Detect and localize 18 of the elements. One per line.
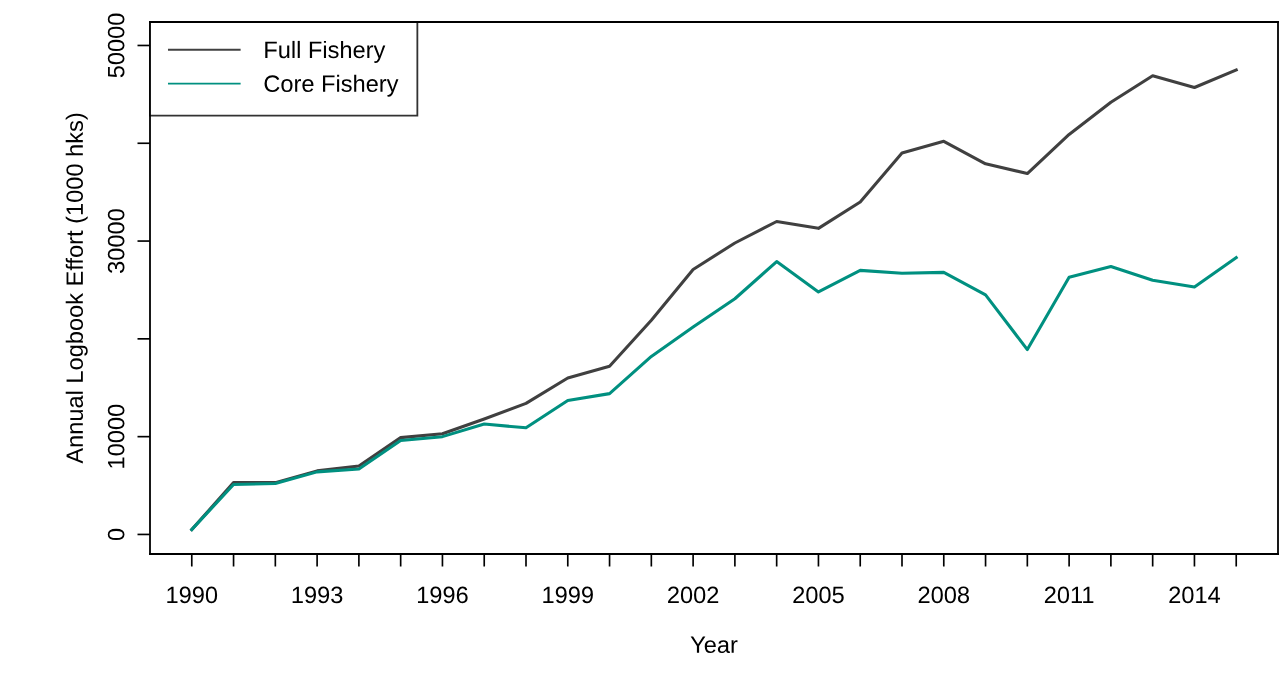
legend-label: Full Fishery — [265, 40, 386, 63]
x-axis-title: Year — [690, 636, 738, 654]
x-tick-label: 2008 — [918, 586, 970, 604]
y-tick-label: 30000 — [107, 209, 125, 273]
y-tick-label: 10000 — [107, 404, 125, 468]
x-tick-label: 2002 — [668, 586, 719, 604]
x-tick-label: 2005 — [793, 586, 844, 604]
y-axis-title: Annual Logbook Effort (1000 hks) — [65, 113, 88, 464]
x-tick-label: 2011 — [1044, 586, 1094, 604]
x-tick-label: 1996 — [417, 586, 468, 604]
legend-label: Core Fishery — [264, 74, 399, 97]
y-tick-label: 50000 — [107, 13, 125, 78]
line-series — [190, 256, 1238, 532]
x-tick-label: 2014 — [1169, 586, 1221, 604]
y-tick-label: 0 — [107, 528, 125, 541]
x-tick-label: 1993 — [292, 586, 343, 604]
x-tick-label: 1990 — [167, 586, 218, 604]
x-tick-label: 1999 — [543, 586, 593, 604]
